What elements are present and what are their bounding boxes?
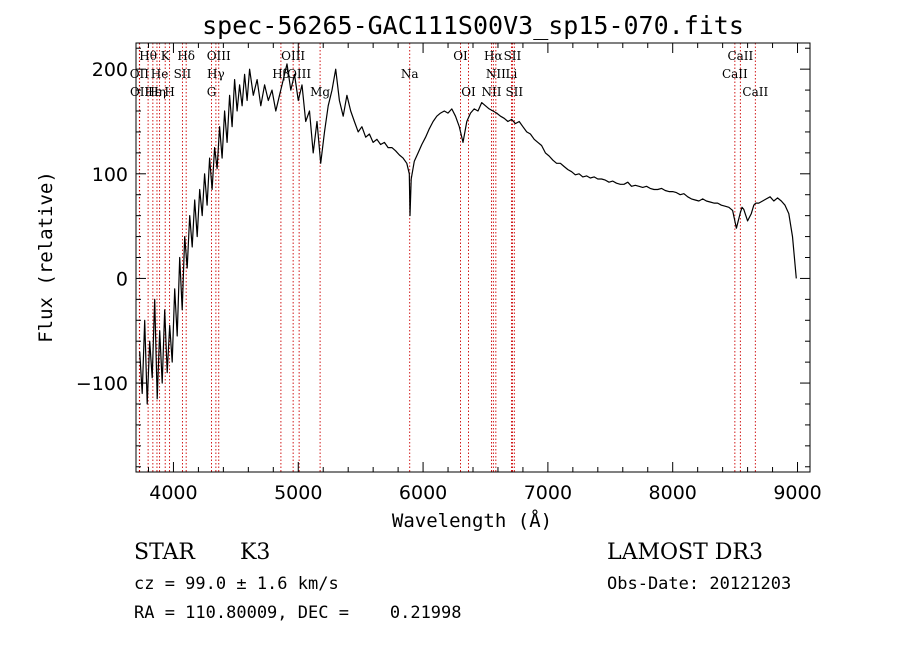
spectral-line-label: Hη xyxy=(148,85,166,99)
y-tick-label: 200 xyxy=(92,59,128,81)
spectral-line-label: NII xyxy=(481,85,501,99)
spectral-line-label: H xyxy=(164,85,174,99)
y-tick-label: 100 xyxy=(92,164,128,186)
spectral-line-label: Hε xyxy=(145,85,162,99)
spectral-line-label: SII xyxy=(504,49,522,63)
spectral-line-label: He xyxy=(151,67,169,81)
object-class: STAR xyxy=(134,540,195,565)
x-tick-label: 8000 xyxy=(649,482,697,504)
spectral-line-label: SII xyxy=(174,67,192,81)
obs-date: Obs-Date: 20121203 xyxy=(607,574,792,594)
x-axis-label: Wavelength (Å) xyxy=(392,509,552,532)
redshift-readout: cz = 99.0 ± 1.6 km/s xyxy=(134,574,339,594)
spectral-line-label: OI xyxy=(461,85,476,99)
object-subclass: K3 xyxy=(240,540,271,565)
spectral-line-label: NII xyxy=(486,67,506,81)
spectrum-line xyxy=(139,63,797,405)
spectral-line-label: OII xyxy=(130,85,150,99)
x-tick-label: 6000 xyxy=(399,482,447,504)
spectral-line-label: OIII xyxy=(207,49,231,63)
spectral-line-label: Hδ xyxy=(177,49,195,63)
spectral-line-label: OIII xyxy=(281,49,305,63)
y-tick-label: 0 xyxy=(116,268,128,290)
spectral-line-label: CaII xyxy=(722,67,748,81)
chart-title: spec-56265-GAC111S00V3_sp15-070.fits xyxy=(202,11,744,40)
x-tick-label: 9000 xyxy=(773,482,821,504)
spectral-line-label: CaII xyxy=(727,49,753,63)
spectral-line-markers xyxy=(138,43,756,472)
x-tick-label: 7000 xyxy=(524,482,572,504)
y-axis-label: Flux (relative) xyxy=(35,171,57,343)
survey-name: LAMOST DR3 xyxy=(607,540,763,565)
spectral-line-label: Na xyxy=(401,67,419,81)
spectral-line-label: K xyxy=(161,49,171,63)
spectral-line-label: Hα xyxy=(484,49,503,63)
y-tick-label: −100 xyxy=(76,373,128,395)
spectral-line-label: Mg xyxy=(310,85,330,99)
spectral-line-label: OIII xyxy=(287,67,311,81)
coordinates-readout: RA = 110.80009, DEC = 0.21998 xyxy=(134,603,462,623)
spectral-line-label: Hθ xyxy=(139,49,157,63)
spectral-line-label: OI xyxy=(453,49,468,63)
spectral-line-label: Li xyxy=(506,67,518,81)
spectral-line-label: OII xyxy=(130,67,150,81)
spectral-line-label: SII xyxy=(505,85,523,99)
x-tick-label: 5000 xyxy=(274,482,322,504)
spectral-line-label: Hγ xyxy=(207,67,225,81)
axis-ticks: 4000 5000 6000 7000 8000 9000 −100 0 100 200 xyxy=(76,43,822,504)
spectral-line-label: CaII xyxy=(742,85,768,99)
x-tick-label: 4000 xyxy=(149,482,197,504)
spectral-line-label: G xyxy=(207,85,217,99)
